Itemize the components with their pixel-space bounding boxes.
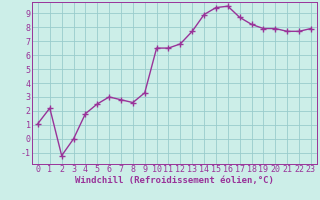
X-axis label: Windchill (Refroidissement éolien,°C): Windchill (Refroidissement éolien,°C)	[75, 176, 274, 185]
